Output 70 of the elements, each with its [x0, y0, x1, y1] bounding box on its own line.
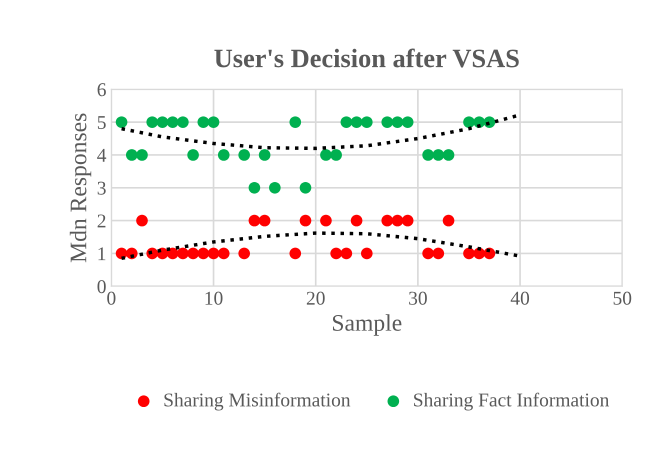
point [208, 248, 220, 260]
point [340, 116, 352, 128]
point [198, 248, 210, 260]
point [300, 182, 312, 194]
x-tick-label: 20 [306, 292, 325, 305]
y-tick-label: 5 [98, 116, 106, 130]
point [300, 214, 312, 226]
point [166, 116, 178, 128]
chart-title: User's Decision after VSAS [214, 48, 519, 68]
point [248, 214, 260, 226]
point [442, 214, 454, 226]
point [392, 116, 404, 128]
point [289, 248, 302, 260]
point [177, 116, 189, 128]
y-axis-title: Mdn Responses [70, 114, 92, 262]
point [432, 248, 444, 260]
point [146, 116, 158, 128]
point [248, 182, 260, 194]
y-tick-label: 3 [98, 182, 106, 195]
y-tick-label: 1 [98, 247, 106, 260]
point [381, 214, 394, 226]
point [238, 149, 250, 161]
point [402, 214, 414, 226]
point [320, 214, 332, 226]
point [187, 149, 199, 161]
point [392, 214, 404, 226]
point [258, 214, 270, 226]
point [258, 149, 270, 161]
point [381, 116, 394, 128]
point [269, 182, 281, 194]
point [402, 116, 414, 128]
point [350, 116, 362, 128]
x-axis-title: Sample [332, 314, 402, 336]
point [187, 248, 199, 260]
point [238, 248, 250, 260]
point [116, 116, 128, 128]
y-tick-label: 6 [98, 83, 106, 96]
y-tick-label: 4 [97, 148, 106, 162]
point [330, 149, 342, 161]
legend-label: Sharing Misinformation [164, 392, 350, 411]
point [136, 149, 148, 161]
point [208, 116, 220, 128]
legend-label: Sharing Fact Information [414, 392, 610, 411]
y-tick-label: 0 [98, 280, 106, 294]
point [360, 116, 373, 128]
point [432, 149, 444, 161]
point [198, 116, 210, 128]
point [330, 248, 342, 260]
x-tick-label: 30 [409, 292, 427, 305]
point [463, 116, 475, 128]
x-tick-label: 50 [614, 292, 632, 305]
point [463, 248, 475, 260]
point [126, 149, 138, 161]
point [218, 149, 230, 161]
point [340, 248, 352, 260]
point [218, 248, 230, 260]
point [422, 248, 434, 260]
point [289, 116, 302, 128]
point [422, 149, 434, 161]
point [320, 149, 332, 161]
point [350, 214, 362, 226]
x-tick-label: 0 [107, 292, 116, 305]
point [136, 214, 148, 226]
point [177, 248, 189, 260]
x-tick-label: 10 [206, 292, 223, 305]
y-tick-label: 2 [98, 214, 106, 228]
x-tick-label: 40 [510, 292, 530, 305]
point [360, 248, 373, 260]
point [442, 149, 454, 161]
point [156, 116, 168, 128]
